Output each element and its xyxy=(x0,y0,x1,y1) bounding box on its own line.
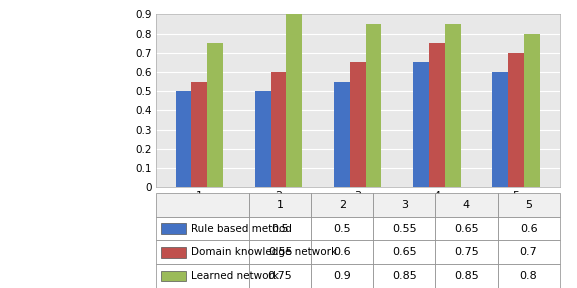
Text: 0.65: 0.65 xyxy=(392,247,417,257)
Bar xyxy=(175,91,192,187)
Bar xyxy=(366,24,381,187)
Text: 0.8: 0.8 xyxy=(520,271,538,281)
Text: 0.85: 0.85 xyxy=(392,271,417,281)
Bar xyxy=(311,193,373,217)
Text: Rule based method: Rule based method xyxy=(191,223,292,234)
Bar xyxy=(286,14,302,187)
Text: 5: 5 xyxy=(525,200,532,210)
Bar xyxy=(492,72,508,187)
Text: 1: 1 xyxy=(276,200,283,210)
Text: 0.65: 0.65 xyxy=(454,223,479,234)
Text: 0.55: 0.55 xyxy=(268,247,293,257)
Bar xyxy=(436,217,497,240)
Bar xyxy=(271,72,286,187)
Bar xyxy=(436,193,497,217)
Bar xyxy=(192,82,207,187)
Text: 0.75: 0.75 xyxy=(268,271,293,281)
Bar xyxy=(373,193,436,217)
Bar xyxy=(160,271,186,281)
Bar xyxy=(156,193,249,217)
Bar xyxy=(160,247,186,258)
Bar xyxy=(207,43,223,187)
Bar xyxy=(497,264,560,288)
Text: 0.75: 0.75 xyxy=(454,247,479,257)
Text: 0.85: 0.85 xyxy=(454,271,479,281)
Text: Learned network: Learned network xyxy=(191,271,279,281)
Bar xyxy=(156,264,249,288)
Bar xyxy=(249,193,311,217)
Bar xyxy=(255,91,271,187)
Text: Domain knowledge network: Domain knowledge network xyxy=(191,247,337,257)
Bar xyxy=(249,240,311,264)
Bar xyxy=(156,217,249,240)
Bar xyxy=(373,217,436,240)
Bar xyxy=(160,223,186,234)
Bar xyxy=(445,24,460,187)
Bar xyxy=(436,240,497,264)
Bar xyxy=(429,43,445,187)
Bar xyxy=(350,62,366,187)
Bar xyxy=(249,217,311,240)
Bar xyxy=(436,264,497,288)
Text: 2: 2 xyxy=(339,200,346,210)
Text: 3: 3 xyxy=(401,200,408,210)
Bar xyxy=(373,240,436,264)
Bar xyxy=(334,82,350,187)
Text: 0.9: 0.9 xyxy=(334,271,351,281)
Text: 0.5: 0.5 xyxy=(334,223,351,234)
Text: 0.6: 0.6 xyxy=(520,223,537,234)
Bar xyxy=(311,264,373,288)
Bar xyxy=(311,240,373,264)
Bar xyxy=(497,193,560,217)
Bar xyxy=(508,53,524,187)
Text: 0.7: 0.7 xyxy=(520,247,538,257)
Bar xyxy=(311,217,373,240)
Bar xyxy=(497,240,560,264)
Bar xyxy=(413,62,429,187)
Bar xyxy=(373,264,436,288)
Bar xyxy=(249,264,311,288)
Bar xyxy=(524,34,540,187)
Text: 0.5: 0.5 xyxy=(271,223,289,234)
Text: 0.6: 0.6 xyxy=(334,247,351,257)
Bar xyxy=(156,240,249,264)
Bar xyxy=(497,217,560,240)
Text: 0.55: 0.55 xyxy=(392,223,417,234)
Text: 4: 4 xyxy=(463,200,470,210)
